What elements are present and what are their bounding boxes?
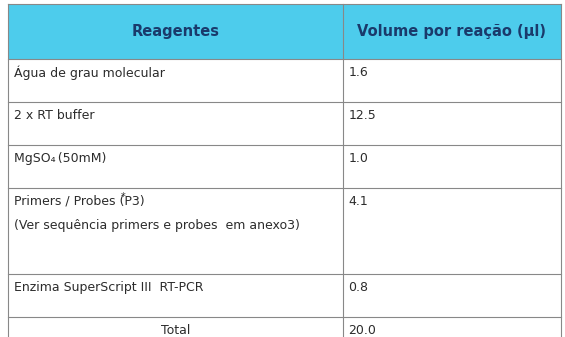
Bar (8, 145, 561, 188)
Bar (8, 274, 561, 317)
Text: Total: Total (160, 324, 190, 337)
Text: 12.5: 12.5 (349, 109, 376, 122)
Text: *: * (121, 192, 126, 202)
Text: 1.6: 1.6 (349, 66, 368, 79)
Bar (8, 188, 561, 274)
Text: Volume por reação (µl): Volume por reação (µl) (357, 24, 546, 39)
Text: (Ver sequência primers e probes  em anexo3): (Ver sequência primers e probes em anexo… (14, 219, 300, 232)
Bar (8, 317, 561, 337)
Text: 20.0: 20.0 (349, 324, 376, 337)
Text: 4.1: 4.1 (349, 195, 368, 208)
Text: Água de grau molecular: Água de grau molecular (14, 66, 165, 81)
Text: Primers / Probes (P3): Primers / Probes (P3) (14, 195, 145, 208)
Text: MgSO₄ (50mM): MgSO₄ (50mM) (14, 152, 106, 165)
Bar (8, 102, 561, 145)
Bar (8, 59, 561, 102)
Text: 2 x RT buffer: 2 x RT buffer (14, 109, 94, 122)
Text: Reagentes: Reagentes (131, 24, 219, 39)
Text: 1.0: 1.0 (349, 152, 368, 165)
Bar (8, 4, 561, 59)
Text: 0.8: 0.8 (349, 281, 368, 294)
Text: Enzima SuperScript III  RT-PCR: Enzima SuperScript III RT-PCR (14, 281, 203, 294)
